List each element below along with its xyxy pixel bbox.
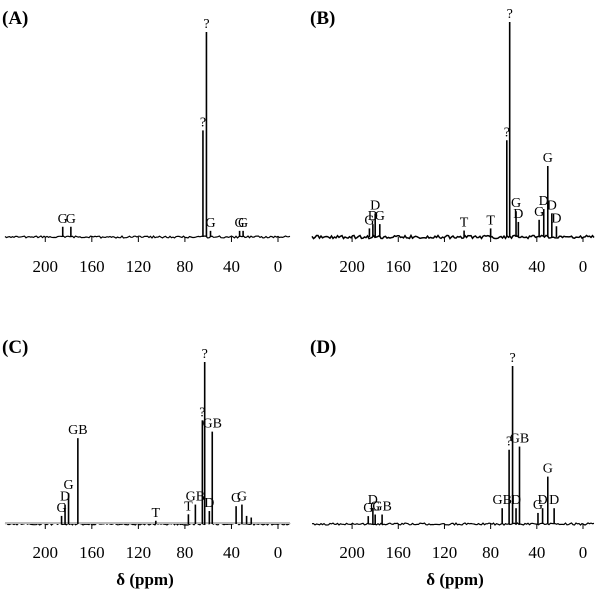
x-tick-label: 160 [79, 543, 105, 562]
x-tick-label: 200 [339, 543, 365, 562]
x-tick-label: 160 [386, 543, 412, 562]
peak-label: GB [68, 423, 87, 438]
peak-label: D [370, 198, 380, 213]
peak-label: D [204, 496, 214, 511]
panel-d-label: (D) [310, 337, 336, 358]
x-tick-label: 80 [176, 543, 193, 562]
peak-label: D [60, 490, 70, 505]
peak-label: G [370, 500, 380, 515]
peak-label: ? [200, 115, 206, 130]
peak-label: G [364, 213, 374, 228]
peak-label: G [58, 212, 68, 227]
peak-label: D [538, 493, 548, 508]
peak-label: G [235, 216, 245, 231]
spectrum-baseline [4, 235, 291, 239]
peak-label: D [368, 209, 378, 224]
peak-label: D [511, 493, 521, 508]
peak-label: G [511, 196, 521, 211]
peak-label: ? [504, 125, 510, 140]
peak-label: ? [199, 405, 205, 420]
peak-label: G [238, 216, 248, 231]
panel-b-label: (B) [310, 8, 335, 29]
peak-label: T [486, 213, 495, 228]
peak-label: D [539, 194, 549, 209]
peak-label: GB [510, 432, 529, 447]
panel-c-xlabel: δ (ppm) [116, 570, 173, 589]
panel-d-xlabel: δ (ppm) [426, 570, 483, 589]
peak-label: T [460, 216, 469, 231]
peak-label: D [551, 211, 561, 226]
x-tick-label: 200 [33, 543, 59, 562]
peak-label: ? [506, 435, 512, 450]
peak-label: G [63, 478, 73, 493]
x-tick-label: 0 [579, 257, 588, 276]
peak-label: GB [203, 417, 222, 432]
peak-label: G [363, 501, 373, 516]
x-tick-label: 200 [33, 257, 59, 276]
x-tick-label: 40 [223, 543, 240, 562]
peak-label: G [543, 462, 553, 477]
x-tick-label: 200 [339, 257, 365, 276]
x-tick-label: 120 [126, 257, 152, 276]
x-tick-label: 40 [528, 543, 545, 562]
x-tick-label: 160 [79, 257, 105, 276]
spectrum-baseline [311, 522, 595, 526]
peak-label: G [231, 491, 241, 506]
panel-c-label: (C) [2, 337, 28, 358]
peak-label: D [549, 493, 559, 508]
peak-label: T [184, 499, 193, 514]
x-tick-label: 80 [482, 543, 499, 562]
peak-label: G [57, 501, 67, 516]
peak-label: G [237, 490, 247, 505]
x-tick-label: 120 [432, 257, 458, 276]
x-tick-label: 80 [176, 257, 193, 276]
peak-label: D [513, 207, 523, 222]
peak-label: D [368, 493, 378, 508]
peak-label: ? [203, 17, 209, 32]
x-tick-label: 120 [432, 543, 458, 562]
x-tick-label: 160 [386, 257, 412, 276]
peak-label: G [543, 151, 553, 166]
peak-label: G [66, 212, 76, 227]
peak-label: GB [186, 490, 205, 505]
x-tick-label: 120 [126, 543, 152, 562]
x-tick-label: 80 [482, 257, 499, 276]
x-tick-label: 0 [274, 543, 283, 562]
peak-label: ? [202, 347, 208, 362]
peak-label: G [534, 205, 544, 220]
peak-label: D [547, 198, 557, 213]
peak-label: ? [509, 351, 515, 366]
peak-label: GB [492, 493, 511, 508]
peak-label: T [152, 506, 161, 521]
x-tick-label: 40 [223, 257, 240, 276]
peak-label: G [205, 216, 215, 231]
peak-label: G [533, 498, 543, 513]
x-tick-label: 0 [274, 257, 283, 276]
peak-label: ? [507, 7, 513, 22]
panel-a-label: (A) [2, 8, 28, 29]
x-tick-label: 40 [528, 257, 545, 276]
peak-label: GB [372, 500, 391, 515]
peak-label: G [375, 209, 385, 224]
x-tick-label: 0 [579, 543, 588, 562]
